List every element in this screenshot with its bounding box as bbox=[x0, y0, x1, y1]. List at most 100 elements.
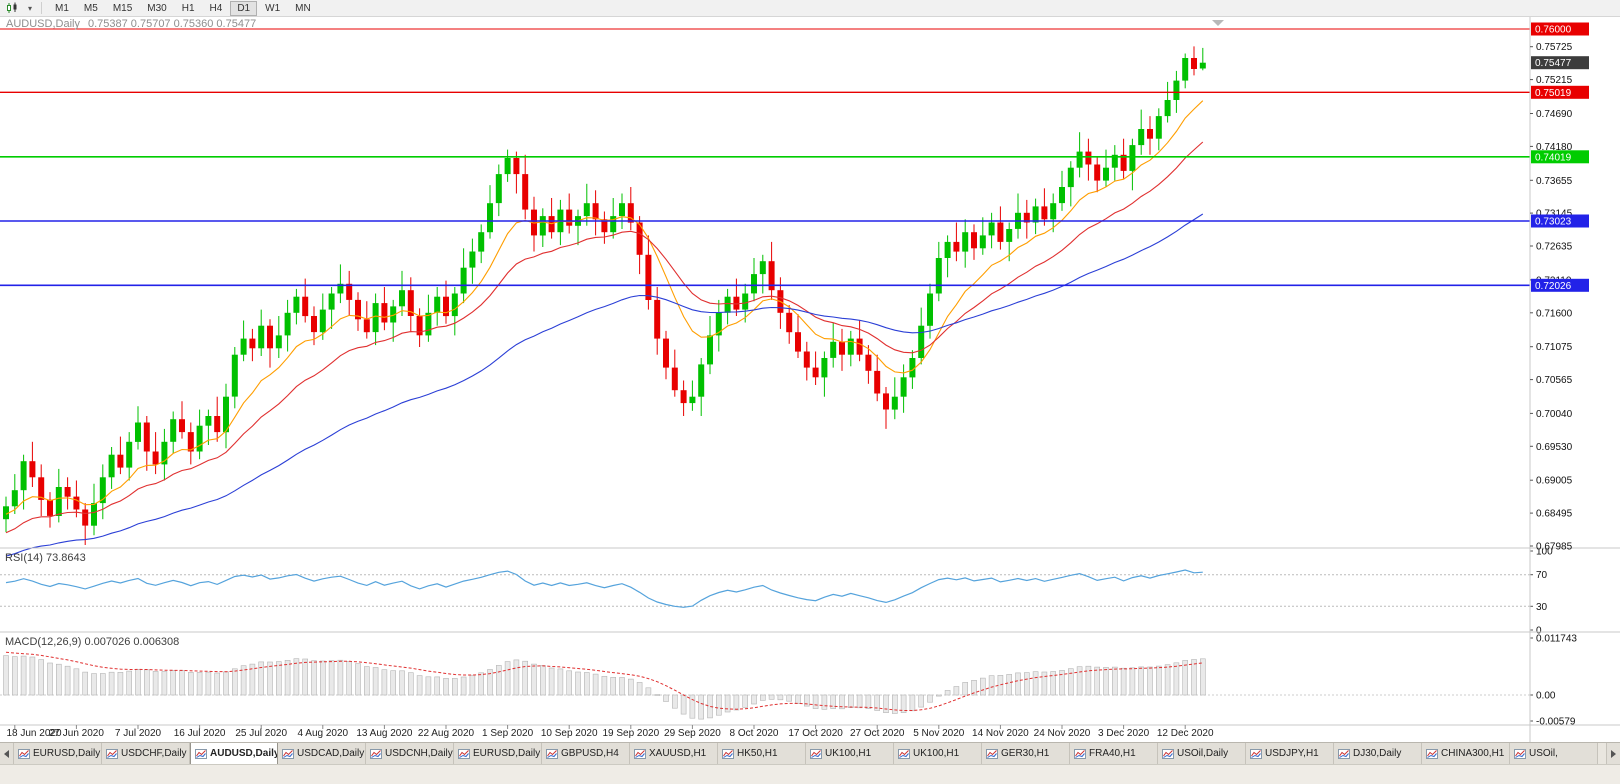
date-axis-label: 1 Sep 2020 bbox=[482, 728, 534, 739]
chart-tab-label: UK100,H1 bbox=[913, 748, 960, 759]
candle-body bbox=[346, 283, 353, 300]
timeframe-button-h4[interactable]: H4 bbox=[209, 2, 223, 14]
chart-tab-gbpusd-h4[interactable]: GBPUSD,H4 bbox=[542, 743, 630, 764]
candle-body bbox=[927, 293, 933, 326]
timeframe-button-mn[interactable]: MN bbox=[295, 2, 311, 14]
macd-histogram-bar bbox=[232, 668, 238, 696]
candle-body bbox=[196, 425, 203, 452]
chart-tab-xauusd-h1[interactable]: XAUUSD,H1 bbox=[630, 743, 718, 764]
macd-histogram-bar bbox=[91, 673, 97, 696]
chart-tab-hk50-h1[interactable]: HK50,H1 bbox=[718, 743, 806, 764]
macd-histogram-bar bbox=[240, 665, 247, 696]
chart-tab-bar: EURUSD,Daily USDCHF,Daily AUDUSD,Daily USDC… bbox=[0, 742, 1620, 764]
macd-histogram-bar bbox=[1085, 665, 1092, 696]
candle-body bbox=[865, 354, 872, 371]
chart-tab-fra40-h1[interactable]: FRA40,H1 bbox=[1070, 743, 1158, 764]
candle-body bbox=[1050, 203, 1057, 220]
chart-tab-eurusd-daily[interactable]: EURUSD,Daily bbox=[14, 743, 102, 764]
candle-body bbox=[513, 158, 520, 175]
candle-body bbox=[337, 283, 344, 294]
chart-type-button[interactable] bbox=[3, 1, 23, 16]
candle-body bbox=[355, 299, 361, 320]
chart-tab-china300-h1[interactable]: CHINA300,H1 bbox=[1422, 743, 1510, 764]
candle-body bbox=[1041, 206, 1048, 220]
timeframe-button-h1[interactable]: H1 bbox=[181, 2, 195, 14]
macd-histogram-bar bbox=[20, 655, 27, 696]
macd-histogram-bar bbox=[610, 676, 617, 696]
timeframe-button-m5[interactable]: M5 bbox=[83, 2, 98, 14]
macd-histogram-bar bbox=[73, 668, 80, 696]
chart-tab-label: USDJPY,H1 bbox=[1265, 748, 1319, 759]
chart-tab-label: USDCHF,Daily bbox=[121, 748, 187, 759]
chart-tab-label: USDCNH,Daily bbox=[385, 748, 453, 759]
macd-signal-line bbox=[5, 651, 1203, 711]
macd-histogram-bar bbox=[495, 665, 502, 696]
chart-tab-label: USOil,Daily bbox=[1177, 748, 1229, 759]
macd-histogram-bar bbox=[302, 658, 309, 696]
date-axis-label: 14 Nov 2020 bbox=[972, 728, 1029, 739]
chart-tab-audusd-daily[interactable]: AUDUSD,Daily bbox=[190, 743, 278, 764]
candle-body bbox=[680, 390, 687, 404]
candle-body bbox=[1164, 100, 1171, 117]
macd-histogram-bar bbox=[460, 676, 467, 696]
chart-type-dropdown-caret[interactable]: ▾ bbox=[28, 3, 33, 13]
macd-histogram-bar bbox=[161, 671, 168, 696]
mini-chart-icon bbox=[18, 748, 30, 759]
timeframe-button-m1[interactable]: M1 bbox=[55, 2, 69, 14]
price-axis-label: 0.71075 bbox=[1536, 342, 1573, 353]
price-badge bbox=[1531, 214, 1589, 228]
macd-histogram-bar bbox=[275, 661, 282, 696]
tab-scroll-left-button[interactable] bbox=[0, 743, 14, 764]
candle-body bbox=[663, 338, 669, 368]
macd-histogram-bar bbox=[654, 694, 661, 696]
macd-histogram-bar bbox=[38, 659, 45, 696]
chart-canvas[interactable]: 100 70 30 0 0.011743 0.00 -0.00579 0.75725 0.7… bbox=[0, 17, 1620, 742]
macd-histogram-bar bbox=[64, 665, 71, 696]
macd-histogram-bar bbox=[927, 694, 933, 703]
macd-histogram-bar bbox=[689, 694, 696, 719]
chart-tab-usoil[interactable]: USOil, bbox=[1510, 743, 1598, 764]
candle-body bbox=[733, 296, 740, 310]
candle-body bbox=[108, 454, 115, 478]
timeframe-button-w1[interactable]: W1 bbox=[265, 2, 281, 14]
candle-body bbox=[3, 506, 9, 520]
price-axis-label: 0.74180 bbox=[1536, 142, 1573, 153]
chart-tab-ger30-h1[interactable]: GER30,H1 bbox=[982, 743, 1070, 764]
date-axis-label: 17 Oct 2020 bbox=[788, 728, 843, 739]
candle-body bbox=[1006, 229, 1013, 242]
macd-axis-label: -0.00579 bbox=[1536, 717, 1576, 728]
chart-tab-uk100-h1[interactable]: UK100,H1 bbox=[894, 743, 982, 764]
candle-body bbox=[205, 416, 212, 426]
chart-tab-usdjpy-h1[interactable]: USDJPY,H1 bbox=[1246, 743, 1334, 764]
macd-histogram-bar bbox=[971, 679, 977, 696]
macd-histogram-bar bbox=[592, 673, 599, 696]
chart-tab-dj30-daily[interactable]: DJ30,Daily bbox=[1334, 743, 1422, 764]
chart-tab-uk100-h1[interactable]: UK100,H1 bbox=[806, 743, 894, 764]
timeframe-button-m15[interactable]: M15 bbox=[112, 2, 133, 14]
chart-area[interactable]: 100 70 30 0 0.011743 0.00 -0.00579 0.75725 0.7… bbox=[0, 17, 1620, 742]
price-badge-label: 0.75477 bbox=[1535, 58, 1572, 69]
candle-body bbox=[1120, 154, 1127, 171]
chart-tab-usdcnh-daily[interactable]: USDCNH,Daily bbox=[366, 743, 454, 764]
price-badge bbox=[1531, 278, 1589, 292]
macd-histogram-bar bbox=[82, 671, 88, 696]
date-axis-label: 19 Sep 2020 bbox=[602, 728, 659, 739]
candle-body bbox=[469, 251, 476, 268]
macd-histogram-bar bbox=[1041, 671, 1048, 696]
chart-tab-usdcad-daily[interactable]: USDCAD,Daily bbox=[278, 743, 366, 764]
tab-scroll-right-button[interactable] bbox=[1606, 743, 1620, 764]
chart-tab-usdchf-daily[interactable]: USDCHF,Daily bbox=[102, 743, 190, 764]
chart-tab-eurusd-daily[interactable]: EURUSD,Daily bbox=[454, 743, 542, 764]
chart-shift-marker[interactable] bbox=[1212, 20, 1224, 26]
candle-body bbox=[1111, 154, 1118, 168]
candle-body bbox=[566, 209, 573, 226]
timeframe-button-d1[interactable]: D1 bbox=[230, 0, 258, 16]
candle-body bbox=[724, 296, 731, 313]
timeframe-toolbar: ▾ M1 M5 M15 M30 H1 H4 D1 W1 MN bbox=[0, 0, 1620, 17]
macd-histogram-bar bbox=[874, 694, 881, 711]
mini-chart-icon bbox=[1338, 748, 1350, 759]
timeframe-button-m30[interactable]: M30 bbox=[147, 2, 167, 14]
chart-tab-usoil-daily[interactable]: USOil,Daily bbox=[1158, 743, 1246, 764]
macd-histogram-bar bbox=[742, 694, 749, 708]
